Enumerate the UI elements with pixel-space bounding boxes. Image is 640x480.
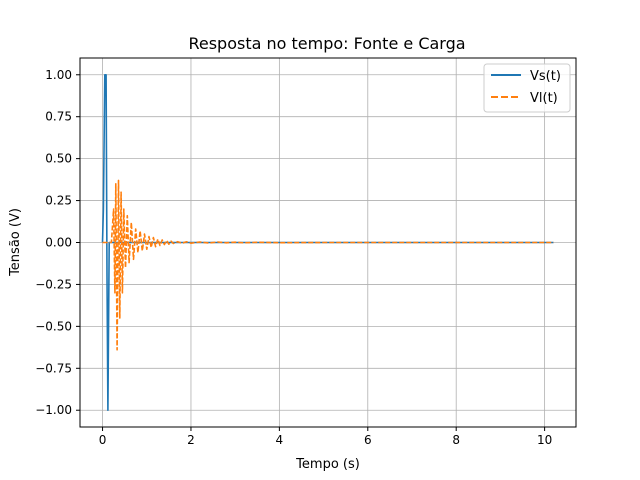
y-tick-label: −0.50: [35, 319, 72, 333]
y-tick-label: −0.75: [35, 361, 72, 375]
y-axis-label: Tensão (V): [8, 208, 23, 277]
x-tick-label: 6: [364, 433, 372, 447]
legend-label-vl: Vl(t): [530, 91, 558, 106]
x-tick-label: 10: [537, 433, 552, 447]
x-tick-label: 4: [276, 433, 284, 447]
y-tick-label: −0.25: [35, 277, 72, 291]
x-tick-label: 2: [187, 433, 195, 447]
x-tick-label: 0: [99, 433, 107, 447]
x-axis-label: Tempo (s): [295, 457, 360, 472]
y-tick-label: −1.00: [35, 403, 72, 417]
x-tick-label: 8: [452, 433, 460, 447]
series-line-vl: [102, 179, 554, 351]
legend: Vs(t) Vl(t): [483, 63, 571, 113]
y-tick-label: 0.75: [45, 110, 72, 124]
y-tick-label: 0.50: [45, 152, 72, 166]
y-tick-label: 0.25: [45, 194, 72, 208]
chart-title: Resposta no tempo: Fonte e Carga: [188, 34, 465, 53]
legend-label-vs: Vs(t): [530, 69, 561, 84]
y-tick-label: 0.00: [45, 236, 72, 250]
axis-ticks: 0 2 4 6 8 10 −1.00 −0.75 −0.50 −0.25 0.00 0.25 0.50 0…: [35, 68, 552, 447]
y-tick-label: 1.00: [45, 68, 72, 82]
plot-series: [101, 74, 554, 412]
plot-frame: [79, 57, 577, 428]
